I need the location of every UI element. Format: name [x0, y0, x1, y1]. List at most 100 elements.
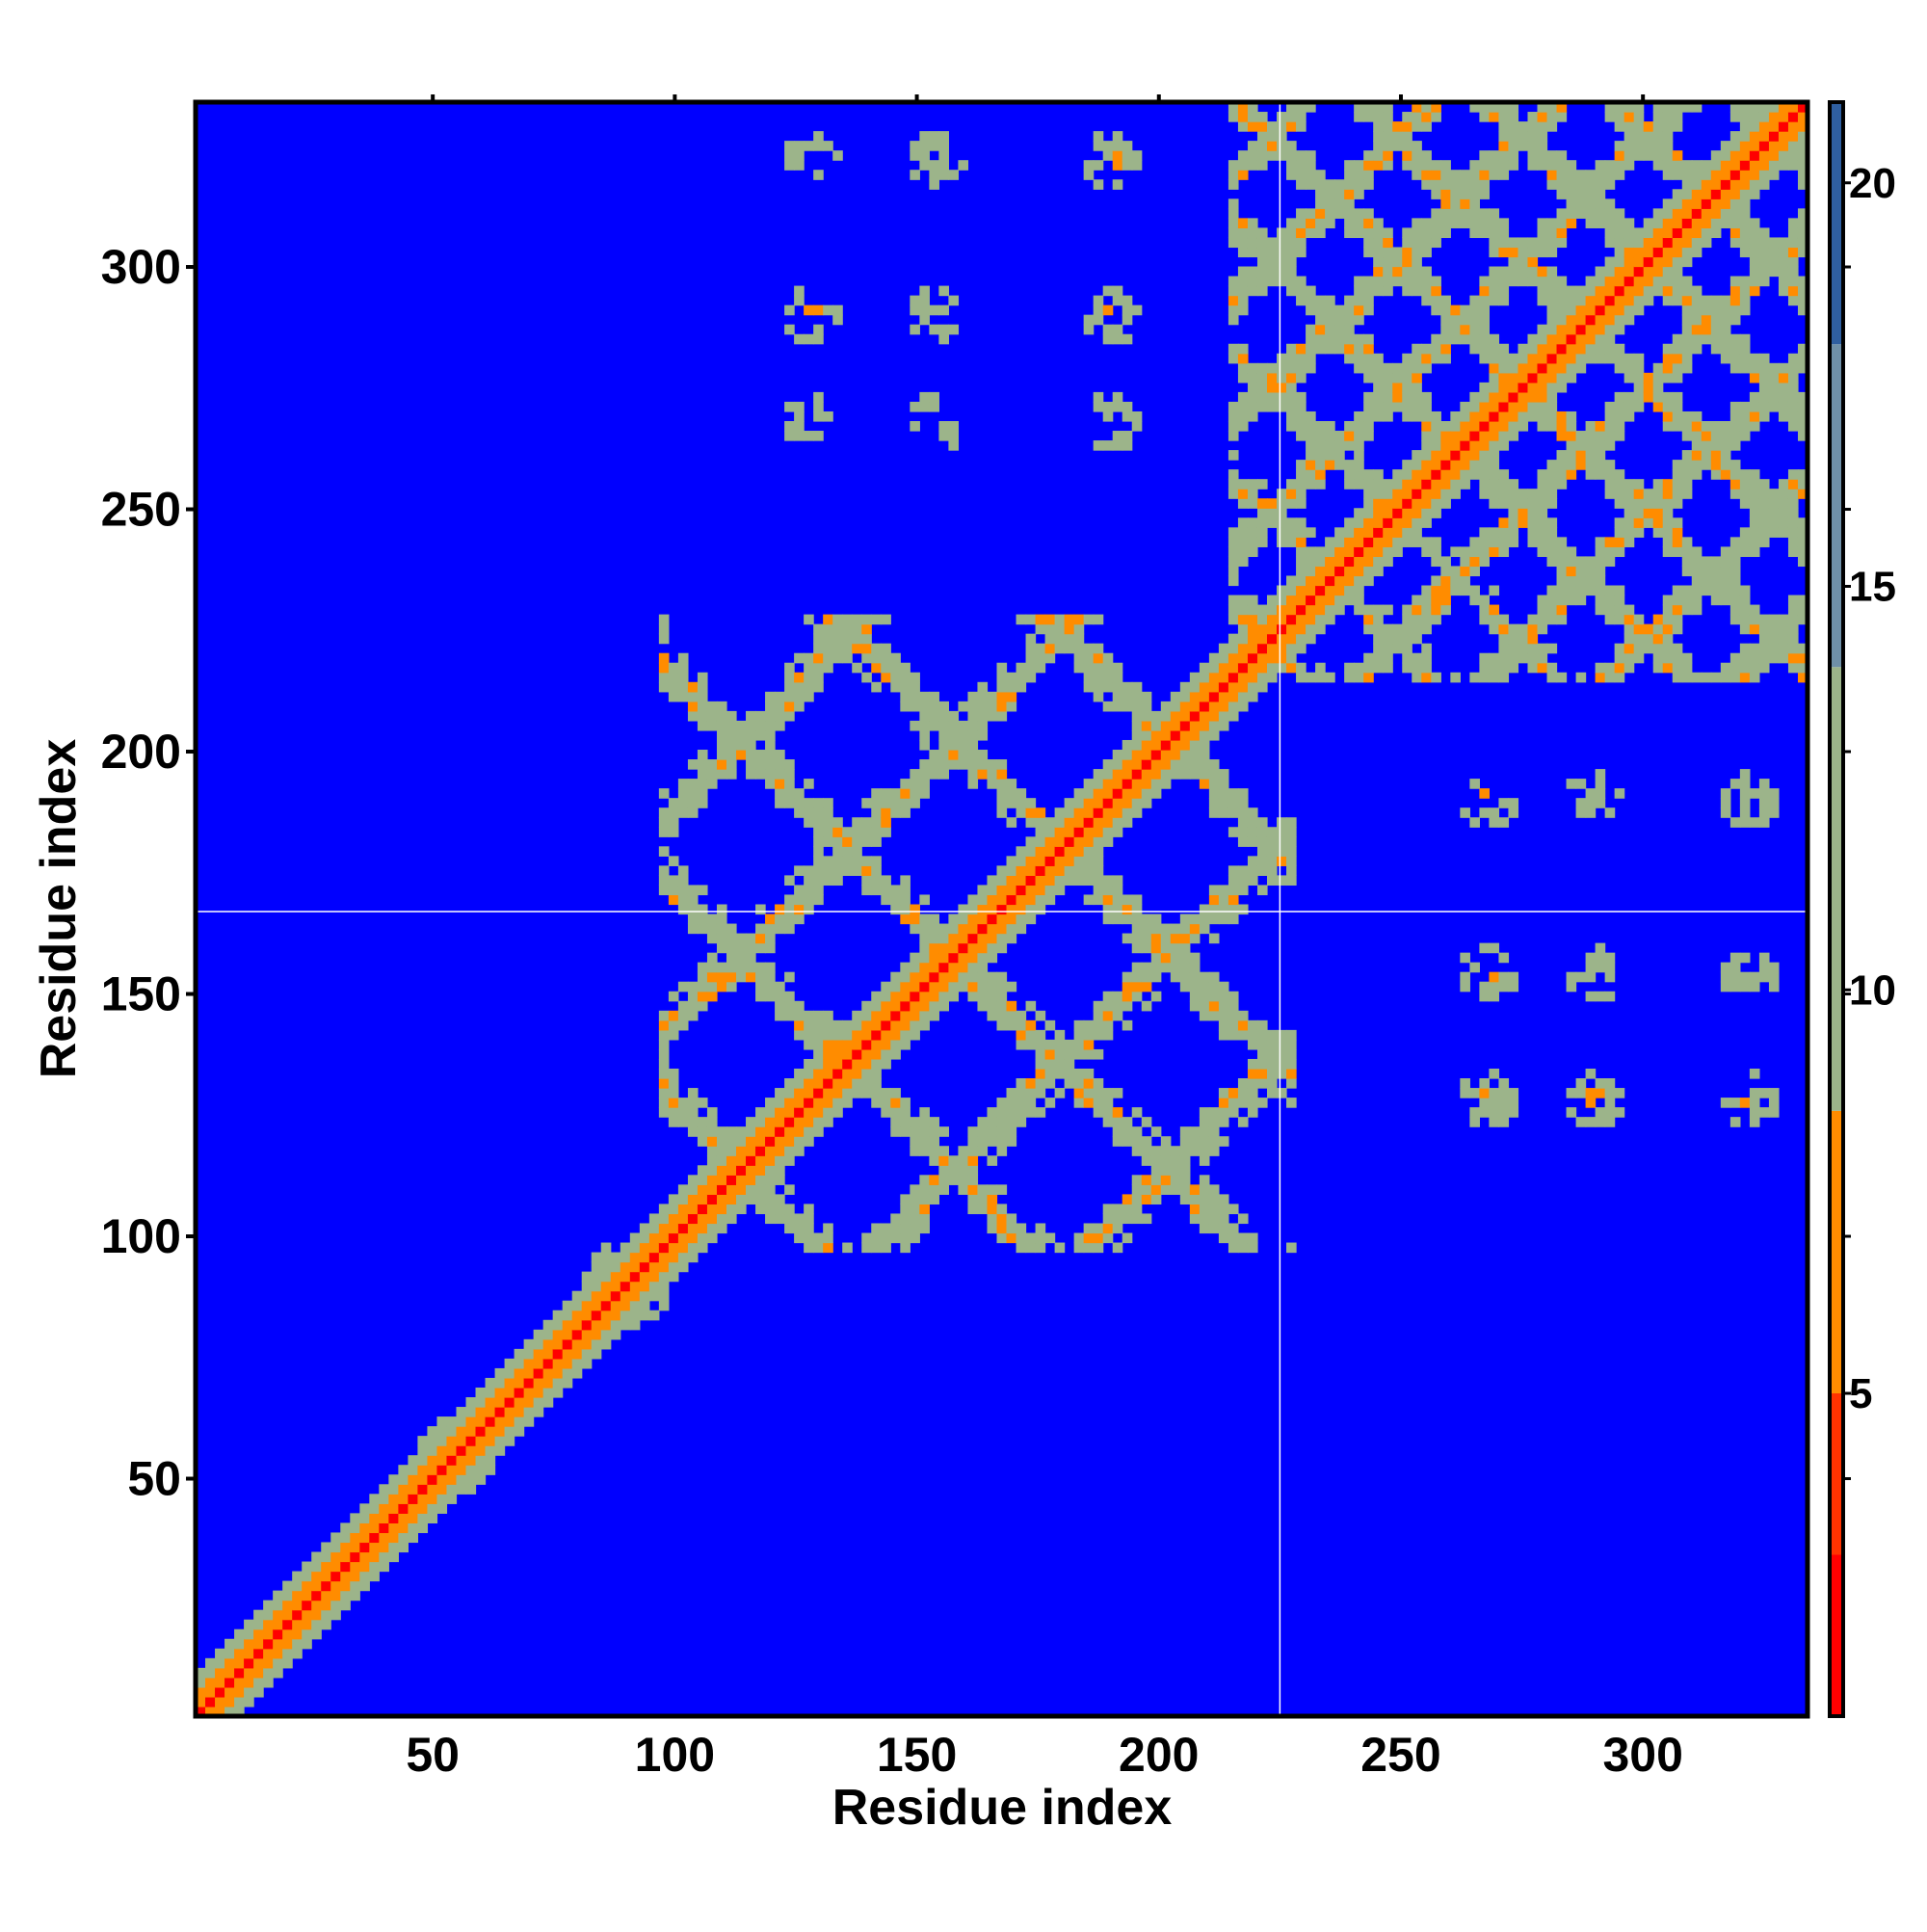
heatmap-cell [1701, 556, 1712, 568]
heatmap-cell [1256, 614, 1268, 625]
heatmap-cell [1102, 779, 1114, 789]
heatmap-cell [1469, 218, 1480, 228]
heatmap-cell [1247, 1058, 1258, 1070]
heatmap-cell [1546, 343, 1558, 355]
heatmap-cell [1546, 150, 1558, 161]
heatmap-cell [1122, 759, 1133, 770]
heatmap-cell [813, 865, 824, 876]
heatmap-cell [668, 991, 679, 1002]
heatmap-cell [1170, 1184, 1181, 1195]
heatmap-cell [900, 894, 911, 906]
heatmap-cell [1383, 546, 1393, 558]
heatmap-cell [1585, 1098, 1597, 1108]
heatmap-cell [1556, 431, 1568, 441]
heatmap-cell [1556, 324, 1568, 335]
heatmap-cell [746, 1146, 756, 1156]
heatmap-cell [523, 1348, 535, 1360]
heatmap-cell [1652, 527, 1664, 538]
heatmap-cell [842, 836, 853, 847]
heatmap-cell [600, 1319, 612, 1331]
heatmap-cell [1102, 1117, 1114, 1127]
heatmap-cell [1325, 208, 1335, 219]
heatmap-cell [1787, 391, 1799, 403]
heatmap-cell [1489, 170, 1500, 180]
heatmap-cell [977, 923, 989, 935]
heatmap-cell [1083, 1088, 1095, 1098]
heatmap-cell [1643, 489, 1654, 499]
heatmap-cell [1537, 160, 1548, 171]
heatmap-cell [794, 1107, 805, 1118]
heatmap-cell [1768, 517, 1780, 528]
heatmap-cell [1508, 353, 1519, 364]
heatmap-cell [1575, 1117, 1587, 1127]
heatmap-cell [1768, 807, 1780, 818]
heatmap-cell [1354, 585, 1364, 596]
heatmap-cell [1006, 885, 1017, 896]
heatmap-cell [311, 1580, 322, 1592]
heatmap-cell [1237, 247, 1249, 258]
heatmap-cell [1025, 633, 1037, 645]
heatmap-cell [1035, 894, 1046, 906]
heatmap-cell [1035, 1068, 1046, 1079]
heatmap-cell [1354, 208, 1364, 219]
heatmap-cell [1421, 112, 1432, 122]
heatmap-cell [823, 1039, 833, 1050]
heatmap-cell [697, 981, 708, 992]
heatmap-cell [629, 1261, 641, 1273]
heatmap-cell [1073, 1098, 1085, 1108]
heatmap-cell [1768, 170, 1780, 180]
heatmap-cell [1237, 410, 1249, 422]
heatmap-cell [1189, 1146, 1201, 1156]
heatmap-cell [910, 1213, 920, 1225]
heatmap-cell [1247, 266, 1258, 278]
heatmap-cell [1575, 170, 1587, 180]
heatmap-cell [379, 1484, 389, 1495]
heatmap-cell [1537, 623, 1548, 635]
heatmap-cell [1758, 643, 1770, 654]
heatmap-cell [697, 1165, 708, 1176]
heatmap-cell [813, 623, 824, 635]
heatmap-cell [1093, 141, 1104, 151]
heatmap-cell [1218, 720, 1229, 731]
heatmap-cell [1489, 227, 1500, 239]
heatmap-cell [504, 1436, 515, 1446]
heatmap-cell [804, 894, 814, 906]
heatmap-cell [263, 1648, 274, 1659]
heatmap-cell [1749, 170, 1760, 180]
heatmap-cell [1701, 566, 1712, 577]
heatmap-cell [1691, 304, 1703, 316]
heatmap-cell [697, 769, 708, 780]
heatmap-cell [1498, 247, 1510, 258]
heatmap-cell [302, 1619, 312, 1630]
heatmap-cell [1758, 779, 1770, 789]
heatmap-cell [1585, 198, 1597, 209]
heatmap-cell [1237, 121, 1249, 132]
heatmap-cell [1710, 179, 1722, 190]
heatmap-cell [1286, 827, 1297, 837]
heatmap-cell [1489, 218, 1500, 228]
heatmap-cell [1720, 304, 1731, 316]
heatmap-cell [1479, 353, 1491, 364]
heatmap-cell [1179, 962, 1191, 973]
heatmap-cell [1315, 198, 1326, 209]
heatmap-cell [1237, 150, 1249, 161]
heatmap-cell [881, 981, 891, 992]
heatmap-cell [1277, 643, 1287, 654]
heatmap-cell [1296, 662, 1307, 674]
heatmap-cell [1402, 391, 1412, 403]
heatmap-cell [1460, 314, 1470, 326]
heatmap-cell [910, 691, 920, 702]
heatmap-cell [1160, 942, 1172, 954]
heatmap-cell [1122, 1019, 1133, 1031]
heatmap-cell [1749, 362, 1760, 374]
heatmap-cell [871, 662, 882, 674]
heatmap-cell [1662, 170, 1674, 180]
heatmap-cell [706, 971, 718, 983]
heatmap-cell [1479, 160, 1491, 171]
heatmap-cell [379, 1503, 389, 1514]
heatmap-cell [1643, 276, 1654, 287]
heatmap-cell [794, 1010, 805, 1021]
heatmap-cell [1306, 343, 1316, 355]
heatmap-cell [1237, 372, 1249, 384]
heatmap-cell [1797, 614, 1808, 625]
